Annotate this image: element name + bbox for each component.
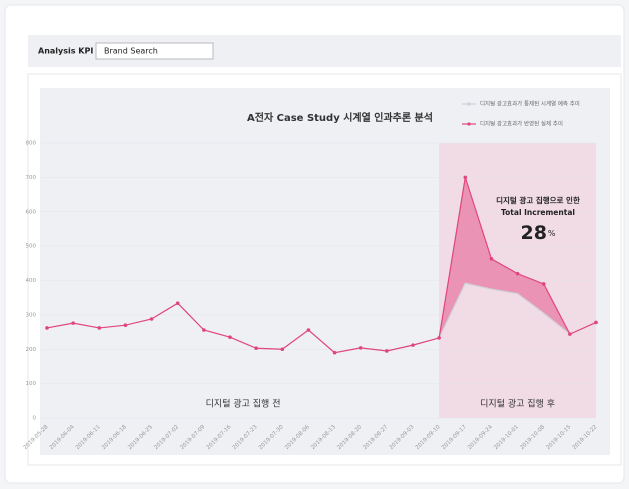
y-tick-label: 200 (26, 347, 37, 353)
kpi-value: Brand Search (104, 47, 158, 56)
y-tick-label: 500 (26, 244, 37, 250)
point (149, 317, 154, 321)
period-label: 디지털 광고 집행 후 (480, 398, 555, 410)
legend-label: 디지털 광고효과가 통제된 시계열 예측 추이 (480, 100, 580, 108)
point (254, 346, 258, 351)
annotation-number: 28 (520, 222, 546, 244)
point (515, 271, 520, 276)
kpi-label: Analysis KPI (38, 47, 93, 56)
chart-title: A전자 Case Study 시계열 인과추론 분석 (247, 111, 433, 124)
kpi-input[interactable] (95, 42, 214, 60)
point (228, 335, 232, 340)
annotation-unit: % (548, 229, 556, 238)
point (175, 301, 180, 305)
point (568, 332, 572, 336)
point (463, 175, 468, 180)
point (71, 321, 75, 325)
y-tick-label: 600 (26, 209, 37, 215)
annotation-line: 디지털 광고 집행으로 인한 (496, 195, 580, 205)
y-tick-label: 100 (26, 381, 37, 387)
point (541, 282, 546, 286)
y-tick-label: 300 (26, 312, 37, 318)
y-tick-label: 700 (26, 175, 37, 181)
point (332, 350, 337, 355)
legend-dot (467, 102, 471, 106)
point (594, 320, 598, 325)
period-label: 디지털 광고 집행 전 (206, 398, 281, 410)
annotation-value: 28% (520, 222, 555, 244)
legend-dot (467, 122, 471, 126)
point (411, 343, 415, 347)
incremental-area (439, 177, 570, 338)
point (385, 349, 389, 353)
legend-label: 디지털 광고효과가 반영된 실제 추이 (480, 120, 563, 128)
point (280, 347, 285, 352)
series-line (46, 177, 597, 354)
point (202, 328, 206, 332)
y-tick-label: 800 (26, 141, 37, 147)
point (45, 326, 49, 330)
y-tick-label: 400 (26, 278, 37, 284)
y-tick-label: 0 (33, 416, 37, 422)
point (358, 346, 363, 350)
series-line (438, 282, 571, 339)
point (123, 323, 128, 327)
annotation-line: Total Incremental (501, 208, 575, 217)
point (306, 328, 311, 332)
point (437, 336, 441, 340)
point (489, 257, 494, 261)
point (97, 326, 102, 330)
